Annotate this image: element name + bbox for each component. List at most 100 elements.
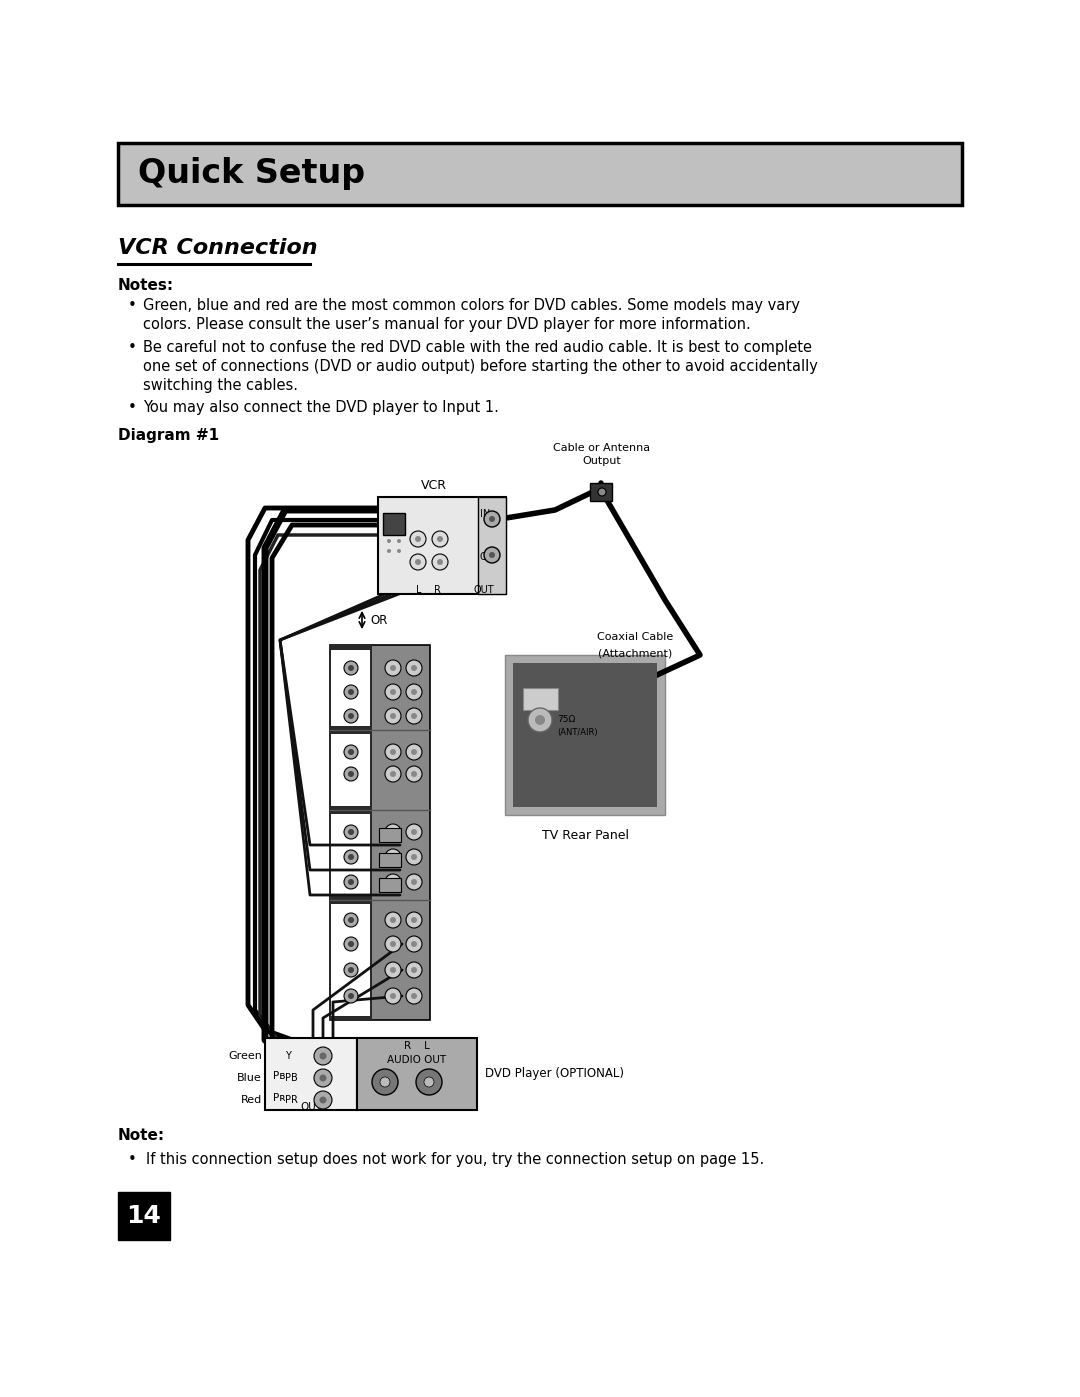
Circle shape [384,745,401,760]
Text: Note:: Note: [118,1127,165,1143]
Circle shape [406,745,422,760]
Circle shape [372,1069,399,1095]
Circle shape [384,875,401,890]
Text: Cable or Antenna: Cable or Antenna [553,443,650,453]
Circle shape [406,824,422,840]
Circle shape [345,710,357,724]
Bar [330,904,370,1016]
Text: Be careful not to confuse the red DVD cable with the red audio cable. It is best: Be careful not to confuse the red DVD ca… [143,339,812,355]
Text: Notes:: Notes: [118,278,174,293]
Circle shape [411,771,417,777]
Text: one set of connections (DVD or audio output) before starting the other to avoid : one set of connections (DVD or audio out… [143,359,818,374]
Circle shape [411,689,417,694]
Text: OUT: OUT [473,585,494,595]
Circle shape [348,993,354,999]
Circle shape [384,766,401,782]
Circle shape [345,963,357,977]
Circle shape [406,875,422,890]
Bar [383,513,405,535]
Text: (ANT/AIR): (ANT/AIR) [557,728,597,736]
Circle shape [345,937,357,951]
Text: OR: OR [370,613,388,626]
Circle shape [411,916,417,923]
Circle shape [384,912,401,928]
Text: Pʙ: Pʙ [273,1071,285,1081]
Circle shape [384,849,401,865]
Bar [330,645,372,1020]
Text: L    R: L R [416,585,441,595]
Circle shape [390,993,396,999]
Circle shape [348,665,354,671]
Bar [523,687,558,710]
Text: You may also connect the DVD player to Input 1.: You may also connect the DVD player to I… [143,400,499,415]
Circle shape [390,689,396,694]
Circle shape [416,1069,442,1095]
Circle shape [411,828,417,835]
Circle shape [406,912,422,928]
Circle shape [384,685,401,700]
Text: •: • [129,400,137,415]
Text: OUT: OUT [480,552,501,562]
Circle shape [384,708,401,724]
Circle shape [410,531,426,548]
Bar [505,655,665,814]
Text: •  If this connection setup does not work for you, try the connection setup on p: • If this connection setup does not work… [129,1153,765,1166]
Circle shape [390,916,396,923]
Circle shape [411,854,417,861]
Circle shape [384,659,401,676]
Text: Pʀ: Pʀ [273,1092,285,1104]
Circle shape [528,708,552,732]
Circle shape [380,1077,390,1087]
Circle shape [345,685,357,698]
Circle shape [411,749,417,754]
Bar [513,664,657,807]
Text: OUT: OUT [300,1102,322,1112]
Text: •: • [129,298,137,313]
Circle shape [424,1077,434,1087]
Circle shape [320,1052,326,1059]
Bar [265,1038,357,1111]
Circle shape [406,685,422,700]
Circle shape [345,989,357,1003]
Circle shape [484,548,500,563]
Circle shape [348,967,354,972]
Bar [118,1192,170,1241]
Text: 75Ω: 75Ω [557,715,576,725]
Text: TV Rear Panel: TV Rear Panel [541,828,629,842]
Circle shape [348,916,354,923]
Circle shape [384,824,401,840]
Circle shape [384,936,401,951]
Circle shape [320,1097,326,1104]
Text: (Attachment): (Attachment) [598,648,672,658]
Circle shape [411,967,417,972]
Bar [379,854,401,868]
Circle shape [390,967,396,972]
Text: Blue: Blue [238,1073,262,1083]
Circle shape [397,549,401,553]
Circle shape [390,749,396,754]
Text: VCR Connection: VCR Connection [118,237,318,258]
Bar [378,497,507,594]
Bar [590,483,612,502]
Circle shape [411,665,417,671]
Circle shape [432,531,448,548]
Circle shape [390,942,396,947]
Circle shape [345,875,357,888]
Text: Green, blue and red are the most common colors for DVD cables. Some models may v: Green, blue and red are the most common … [143,298,800,313]
Circle shape [384,963,401,978]
Circle shape [345,767,357,781]
Text: switching the cables.: switching the cables. [143,379,298,393]
Text: PB: PB [285,1073,298,1083]
Bar [478,497,507,594]
Circle shape [484,511,500,527]
Circle shape [415,536,421,542]
Circle shape [411,879,417,886]
Circle shape [387,549,391,553]
Bar [330,733,370,806]
Bar [330,814,370,895]
Circle shape [390,771,396,777]
Circle shape [411,712,417,719]
Circle shape [390,879,396,886]
Circle shape [348,879,354,886]
Text: AUDIO OUT: AUDIO OUT [388,1055,446,1065]
